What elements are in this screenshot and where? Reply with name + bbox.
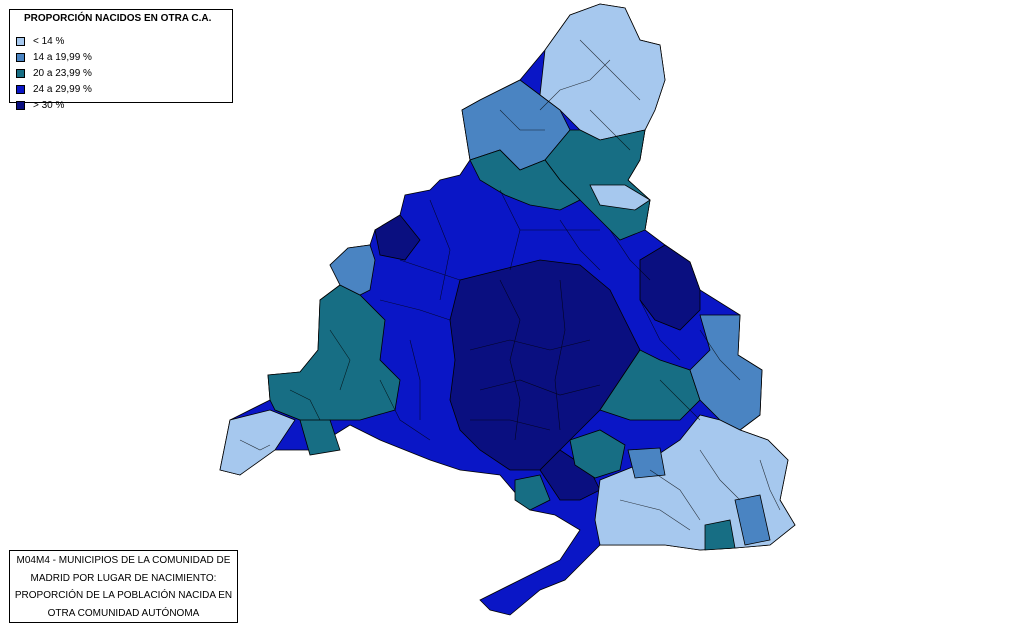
zone-north-light-2: [589, 184, 651, 211]
legend-item-20-23: 20 a 23,99 %: [16, 67, 92, 79]
zone-center-dark: [449, 259, 641, 471]
caption-line: M04M4 - MUNICIPIOS DE LA COMUNIDAD DE: [16, 555, 231, 566]
legend-swatch: [16, 36, 25, 46]
legend-title: PROPORCIÓN NACIDOS EN OTRA C.A.: [24, 13, 212, 24]
zone-southeast-mid: [734, 494, 771, 546]
legend-item-14-19: 14 a 19,99 %: [16, 51, 92, 63]
legend-label: 14 a 19,99 %: [33, 51, 92, 63]
map-legend: PROPORCIÓN NACIDOS EN OTRA C.A. < 14 % 1…: [9, 9, 233, 111]
zone-south-teal: [569, 429, 626, 479]
caption-line: OTRA COMUNIDAD AUTÓNOMA: [47, 607, 200, 619]
legend-swatch: [16, 68, 25, 78]
municipal-boundaries: [239, 39, 781, 531]
zone-northwest-dark: [374, 214, 421, 261]
zone-north-teal-2: [469, 149, 581, 211]
legend-swatch: [16, 100, 25, 110]
zone-east-dark: [639, 244, 701, 331]
zone-southeast-teal: [704, 519, 736, 551]
map-caption: M04M4 - MUNICIPIOS DE LA COMUNIDAD DE MA…: [9, 550, 238, 623]
legend-item-gt30: > 30 %: [16, 99, 64, 111]
zone-west-mid: [329, 244, 376, 296]
legend-label: 20 a 23,99 %: [33, 67, 92, 79]
legend-swatch: [16, 84, 25, 94]
legend-label: < 14 %: [33, 35, 65, 47]
caption-line: MADRID POR LUGAR DE NACIMIENTO:: [30, 572, 217, 584]
legend-swatch: [16, 52, 25, 62]
legend-item-24-29: 24 a 29,99 %: [16, 83, 92, 95]
legend-label: > 30 %: [33, 99, 65, 111]
zone-south-teal-2: [514, 474, 551, 511]
zone-southwest-light: [219, 409, 296, 476]
zone-east-mid-2: [627, 447, 666, 479]
legend-item-lt14: < 14 %: [16, 35, 64, 47]
zone-west-teal: [267, 284, 401, 441]
caption-line: PROPORCIÓN DE LA POBLACIÓN NACIDA EN: [14, 590, 233, 601]
legend-label: 24 a 29,99 %: [33, 83, 92, 95]
